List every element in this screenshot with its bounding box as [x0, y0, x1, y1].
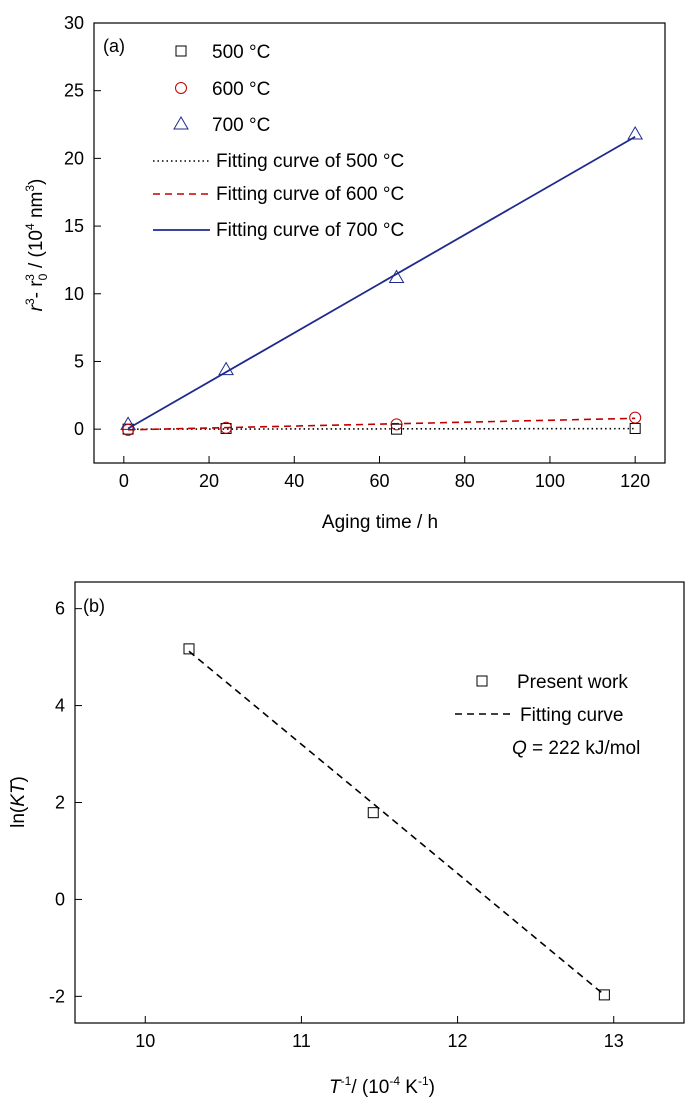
data-point-b-s0-1: [367, 807, 379, 819]
xlabel-t: T: [329, 1077, 342, 1098]
ylabel-exp2: 3: [23, 185, 37, 192]
x-ticks-a: 0 20 40 60 80 100 120: [119, 456, 650, 491]
legend-label-600: 600 °C: [212, 79, 270, 100]
ylabel-mid: - r: [26, 280, 47, 299]
ylabel-unit: nm: [26, 192, 47, 224]
x-axis-label-b: T-1/ (10-4 K-1): [329, 1074, 435, 1098]
ylabel-sup2: 3: [23, 274, 37, 281]
y-axis-label-a: r3- r03/ (104 nm3): [23, 179, 50, 312]
data-point-a-s2-1: [218, 361, 234, 376]
plot-frame-b: [74, 581, 685, 1024]
legend-label-fit-600: Fitting curve of 600 °C: [216, 184, 404, 205]
legend-label-present-work: Present work: [517, 672, 628, 693]
x-tick-label-a: 120: [620, 471, 650, 491]
y-tick-label-a: 30: [64, 13, 84, 33]
legend-a: 500 °C 600 °C 700 °C Fitting curve of 50…: [153, 42, 404, 241]
x-tick-label-a: 0: [119, 471, 129, 491]
y-tick-label-b: 2: [55, 793, 65, 813]
y-tick-label-a: 10: [64, 284, 84, 304]
ylabel-sup1: 3: [23, 298, 37, 305]
y-tick-label-a: 5: [74, 351, 84, 371]
y-tick-label-b: 0: [55, 889, 65, 909]
ylabel-exp: 4: [23, 223, 37, 230]
ylabel-sub0: 0: [36, 273, 50, 280]
legend-label-fit-700: Fitting curve of 700 °C: [216, 220, 404, 241]
annotation-value: = 222 kJ/mol: [527, 738, 641, 759]
ylabel-close: ): [26, 179, 47, 185]
panel-label-a: (a): [103, 36, 125, 56]
data-point-b-s0-2: [598, 989, 610, 1001]
fit-line-b-0: [188, 650, 605, 996]
legend-symbol-b-0: [476, 675, 488, 687]
legend-symbol-a-1: [175, 82, 187, 94]
legend-symbol-a-0: [175, 45, 187, 57]
ylabel-b-post: ): [8, 776, 29, 782]
y-tick-label-a: 25: [64, 81, 84, 101]
legend-symbols-b: [455, 675, 514, 715]
y-tick-label-b: -2: [49, 986, 65, 1006]
legend-label-fit-500: Fitting curve of 500 °C: [216, 151, 404, 172]
fit-lines-a: [127, 135, 636, 431]
x-tick-label-a: 20: [199, 471, 219, 491]
data-point-a-s2-2: [388, 269, 405, 284]
xlabel-pre: / (10: [351, 1077, 389, 1098]
legend-label-500: 500 °C: [212, 42, 270, 63]
ylabel-unit-pre: / (10: [26, 230, 47, 268]
x-tick-label-a: 100: [535, 471, 565, 491]
y-tick-label-a: 20: [64, 148, 84, 168]
fit-line-a-1: [128, 417, 636, 431]
x-tick-label-b: 11: [292, 1031, 311, 1051]
panel-label-b: (b): [83, 596, 105, 616]
xlabel-sup: -1: [341, 1074, 352, 1088]
fit-lines-b: [188, 650, 605, 996]
data-point-a-s1-2: [390, 418, 403, 431]
data-point-a-s1-1: [220, 421, 233, 434]
xlabel-exp: -4: [389, 1074, 400, 1088]
data-point-a-s0-3: [629, 422, 641, 434]
legend-symbols-a: [153, 45, 210, 231]
x-tick-label-a: 40: [284, 471, 304, 491]
annotation-activation-energy: Q = 222 kJ/mol: [512, 738, 640, 759]
legend-label-700: 700 °C: [212, 115, 270, 136]
x-tick-label-b: 13: [604, 1031, 624, 1051]
y-axis-label-b: ln(KT): [8, 776, 29, 828]
y-ticks-b: -2 0 2 4 6: [49, 599, 82, 1006]
x-ticks-b: 10 11 12 13: [135, 1016, 624, 1051]
annotation-q: Q: [512, 738, 527, 759]
ylabel-r: r: [26, 304, 47, 311]
y-tick-label-a: 0: [74, 419, 84, 439]
x-axis-label-a: Aging time / h: [322, 512, 438, 533]
data-point-a-s0-2: [391, 423, 403, 435]
x-tick-label-a: 80: [455, 471, 475, 491]
y-tick-label-b: 4: [55, 696, 65, 716]
xlabel-close: ): [429, 1077, 435, 1098]
data-point-a-s2-3: [627, 126, 644, 140]
y-tick-label-b: 6: [55, 599, 65, 619]
x-tick-label-b: 12: [448, 1031, 468, 1051]
ylabel-b-it: KT: [8, 781, 29, 807]
y-ticks-a: 0 5 10 15 20 25 30: [64, 13, 101, 439]
data-point-a-s2-0: [120, 416, 136, 430]
y-tick-label-a: 15: [64, 216, 84, 236]
xlabel-exp2: -1: [418, 1074, 429, 1088]
legend-label-fitting-curve: Fitting curve: [520, 705, 623, 726]
data-markers-b: [183, 643, 610, 1001]
legend-b: Present work Fitting curve Q = 222 kJ/mo…: [455, 672, 640, 759]
x-tick-label-a: 60: [369, 471, 389, 491]
data-point-a-s1-3: [629, 411, 642, 424]
legend-symbol-a-2: [173, 116, 189, 130]
plot-frame-a: [93, 22, 666, 464]
data-markers-a: [120, 126, 644, 436]
data-point-b-s0-0: [183, 643, 195, 655]
ylabel-b-pre: ln(: [8, 806, 29, 828]
panel-b: 10 11 12 13 -2 0 2 4 6 (b) Present work Fitting…: [8, 581, 685, 1098]
fit-line-a-2: [127, 135, 636, 430]
x-tick-label-b: 10: [135, 1031, 155, 1051]
xlabel-unit: K: [400, 1077, 418, 1098]
